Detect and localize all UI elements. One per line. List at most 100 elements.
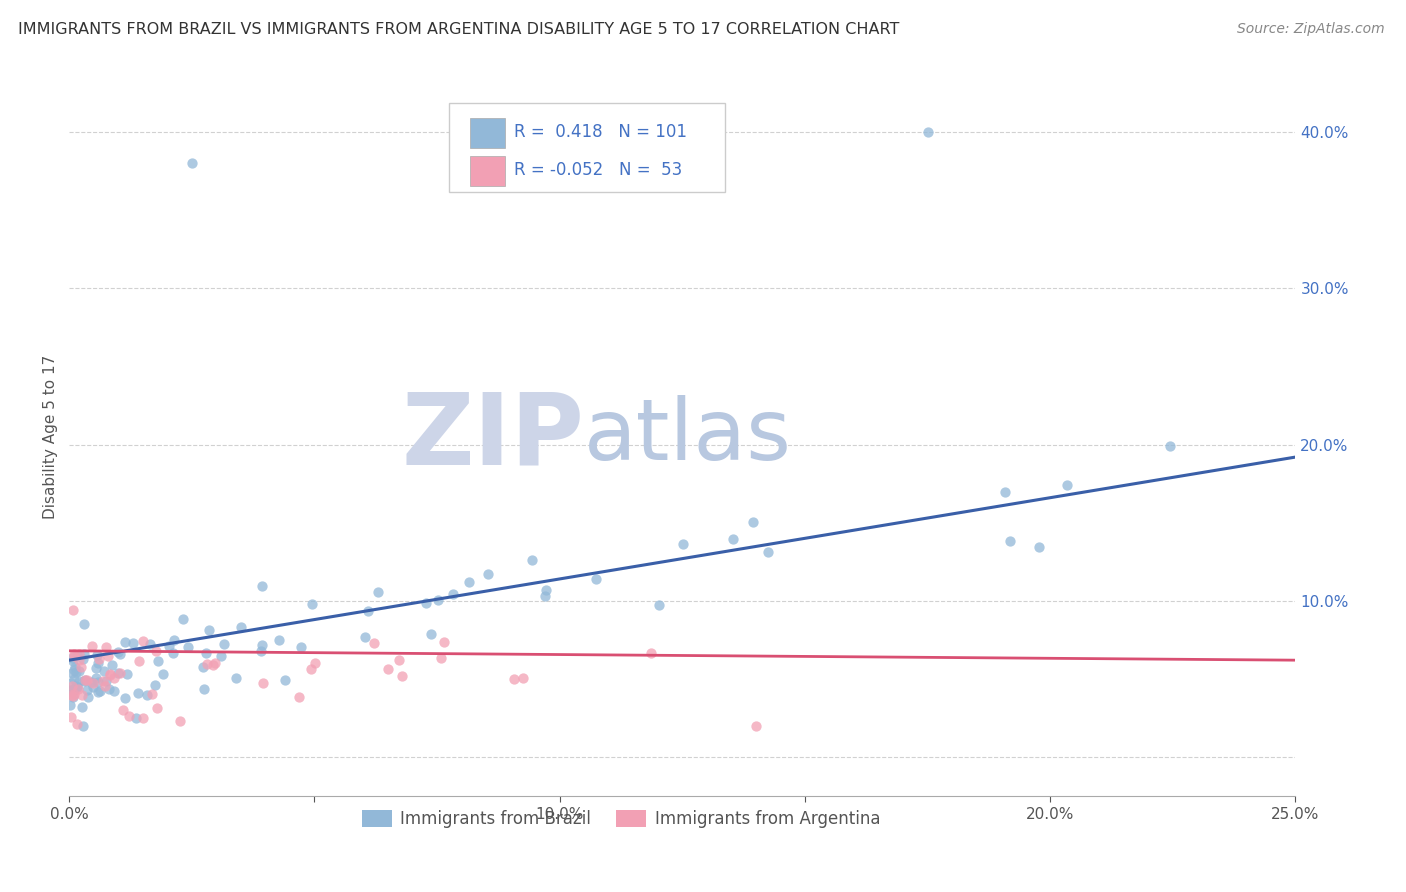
- Point: [70, 688, 93, 702]
- Text: ZIP: ZIP: [401, 388, 585, 485]
- Point: [152, 667, 174, 681]
- Point: [477, 566, 499, 581]
- FancyBboxPatch shape: [470, 118, 505, 148]
- Point: [62, 689, 84, 703]
- Point: [114, 691, 136, 706]
- Point: [67, 674, 90, 689]
- Point: [107, 665, 129, 680]
- Point: [290, 640, 312, 654]
- Point: [163, 633, 186, 648]
- Point: [146, 655, 169, 669]
- Point: [250, 644, 273, 658]
- Point: [745, 719, 768, 733]
- Point: [229, 620, 252, 634]
- Point: [110, 647, 132, 661]
- Point: [998, 534, 1021, 549]
- Point: [994, 485, 1017, 500]
- Point: [441, 586, 464, 600]
- Point: [65, 665, 87, 679]
- Text: Source: ZipAtlas.com: Source: ZipAtlas.com: [1237, 22, 1385, 37]
- Point: [111, 703, 134, 717]
- Point: [357, 604, 380, 618]
- Point: [585, 573, 607, 587]
- Point: [520, 553, 543, 567]
- Point: [415, 596, 437, 610]
- Point: [91, 674, 114, 689]
- Point: [136, 688, 159, 702]
- Point: [648, 599, 671, 613]
- Point: [197, 657, 219, 671]
- Point: [433, 635, 456, 649]
- Point: [72, 652, 94, 666]
- Point: [84, 661, 107, 675]
- Point: [73, 617, 96, 632]
- Point: [70, 659, 93, 673]
- Point: [103, 684, 125, 698]
- Point: [86, 648, 108, 662]
- Point: [59, 676, 82, 690]
- Point: [76, 673, 98, 687]
- Point: [363, 636, 385, 650]
- Point: [96, 673, 118, 688]
- Point: [98, 682, 121, 697]
- Point: [63, 687, 86, 701]
- Point: [195, 646, 218, 660]
- Point: [80, 675, 103, 690]
- Point: [63, 649, 86, 664]
- Point: [269, 632, 291, 647]
- Point: [252, 579, 274, 593]
- Point: [82, 680, 104, 694]
- Point: [225, 672, 247, 686]
- FancyBboxPatch shape: [470, 156, 505, 186]
- Point: [114, 635, 136, 649]
- Point: [103, 672, 125, 686]
- Point: [299, 662, 322, 676]
- Point: [66, 716, 89, 731]
- Point: [176, 640, 198, 654]
- Point: [115, 666, 138, 681]
- Point: [67, 653, 90, 667]
- Point: [388, 653, 411, 667]
- Point: [84, 671, 107, 685]
- Point: [1056, 478, 1078, 492]
- Point: [169, 714, 191, 728]
- Point: [204, 657, 226, 671]
- Point: [917, 125, 939, 139]
- Legend: Immigrants from Brazil, Immigrants from Argentina: Immigrants from Brazil, Immigrants from …: [356, 803, 887, 835]
- Point: [87, 674, 110, 689]
- Y-axis label: Disability Age 5 to 17: Disability Age 5 to 17: [44, 355, 58, 519]
- Point: [420, 626, 443, 640]
- Point: [62, 673, 84, 687]
- Point: [76, 690, 98, 704]
- Point: [62, 647, 84, 661]
- Point: [146, 700, 169, 714]
- Point: [640, 646, 662, 660]
- Point: [65, 681, 87, 695]
- Point: [63, 660, 86, 674]
- Point: [66, 681, 89, 695]
- Point: [288, 690, 311, 705]
- Point: [534, 589, 557, 603]
- Point: [60, 666, 83, 681]
- Point: [59, 682, 82, 697]
- Point: [62, 603, 84, 617]
- Text: IMMIGRANTS FROM BRAZIL VS IMMIGRANTS FROM ARGENTINA DISABILITY AGE 5 TO 17 CORRE: IMMIGRANTS FROM BRAZIL VS IMMIGRANTS FRO…: [18, 22, 900, 37]
- Point: [73, 648, 96, 662]
- Point: [252, 638, 274, 652]
- Point: [87, 685, 110, 699]
- Point: [212, 637, 235, 651]
- Point: [67, 648, 90, 662]
- FancyBboxPatch shape: [450, 103, 725, 193]
- Point: [131, 710, 153, 724]
- Point: [209, 648, 232, 663]
- Point: [125, 711, 148, 725]
- Point: [73, 674, 96, 689]
- Point: [427, 592, 450, 607]
- Point: [97, 648, 120, 663]
- Point: [93, 664, 115, 678]
- Point: [98, 666, 121, 681]
- Point: [367, 585, 389, 599]
- Point: [62, 653, 84, 667]
- Point: [70, 699, 93, 714]
- Point: [82, 639, 104, 653]
